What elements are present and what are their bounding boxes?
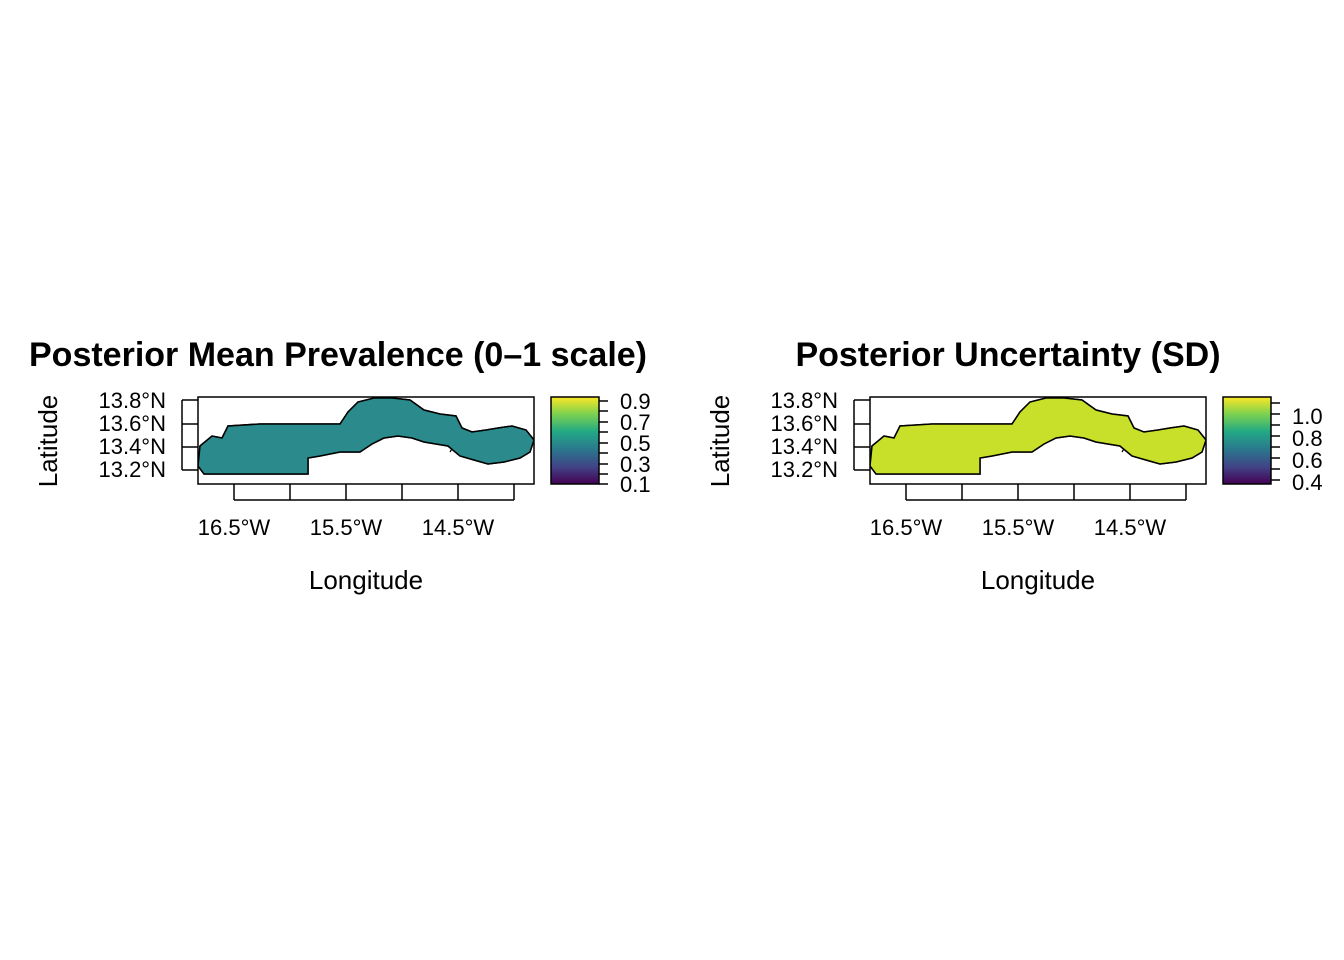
legend-tick-label: 1.0 [1292, 404, 1323, 429]
y-tick-label: 13.8°N [770, 388, 838, 413]
y-axis-label: Latitude [33, 395, 63, 488]
legend-tick-label: 0.5 [620, 431, 651, 456]
y-tick-label: 13.6°N [770, 411, 838, 436]
panel-title: Posterior Mean Prevalence (0–1 scale) [29, 336, 647, 374]
x-tick-label: 14.5°W [422, 515, 495, 540]
x-axis-label: Longitude [309, 565, 423, 595]
x-tick-label: 15.5°W [310, 515, 383, 540]
y-axis [853, 399, 870, 471]
y-tick-label: 13.2°N [770, 457, 838, 482]
legend-tick-label: 0.9 [620, 389, 651, 414]
panel-title: Posterior Uncertainty (SD) [795, 336, 1220, 374]
plot-frame [869, 396, 1207, 485]
y-axis [181, 399, 198, 471]
x-tick-label: 16.5°W [870, 515, 943, 540]
x-axis-label: Longitude [981, 565, 1095, 595]
legend-tick-label: 0.8 [1292, 426, 1323, 451]
color-legend-bar [550, 396, 600, 485]
x-axis [233, 484, 515, 501]
y-tick-label: 13.8°N [98, 388, 166, 413]
y-axis-label: Latitude [705, 395, 735, 488]
gambia-map [870, 397, 1206, 475]
legend-ticks [599, 400, 608, 485]
x-axis [905, 484, 1187, 501]
y-tick-label: 13.4°N [770, 434, 838, 459]
panel-uncertainty: Posterior Uncertainty (SD) [705, 336, 1323, 595]
x-tick-label: 15.5°W [982, 515, 1055, 540]
legend-tick-label: 0.7 [620, 410, 651, 435]
legend-tick-label: 0.6 [1292, 448, 1323, 473]
y-tick-label: 13.2°N [98, 457, 166, 482]
y-tick-label: 13.4°N [98, 434, 166, 459]
gambia-map [198, 397, 534, 475]
x-tick-label: 14.5°W [1094, 515, 1167, 540]
plot-frame [197, 396, 535, 485]
y-tick-label: 13.6°N [98, 411, 166, 436]
legend-tick-label: 0.4 [1292, 470, 1323, 495]
legend-ticks [1271, 402, 1280, 481]
panel-mean-prevalence: Posterior Mean Prevalence (0–1 scale) [29, 336, 651, 595]
legend-tick-label: 0.1 [620, 472, 651, 497]
legend-tick-label: 0.3 [620, 452, 651, 477]
x-tick-label: 16.5°W [198, 515, 271, 540]
color-legend-bar [1222, 396, 1272, 485]
